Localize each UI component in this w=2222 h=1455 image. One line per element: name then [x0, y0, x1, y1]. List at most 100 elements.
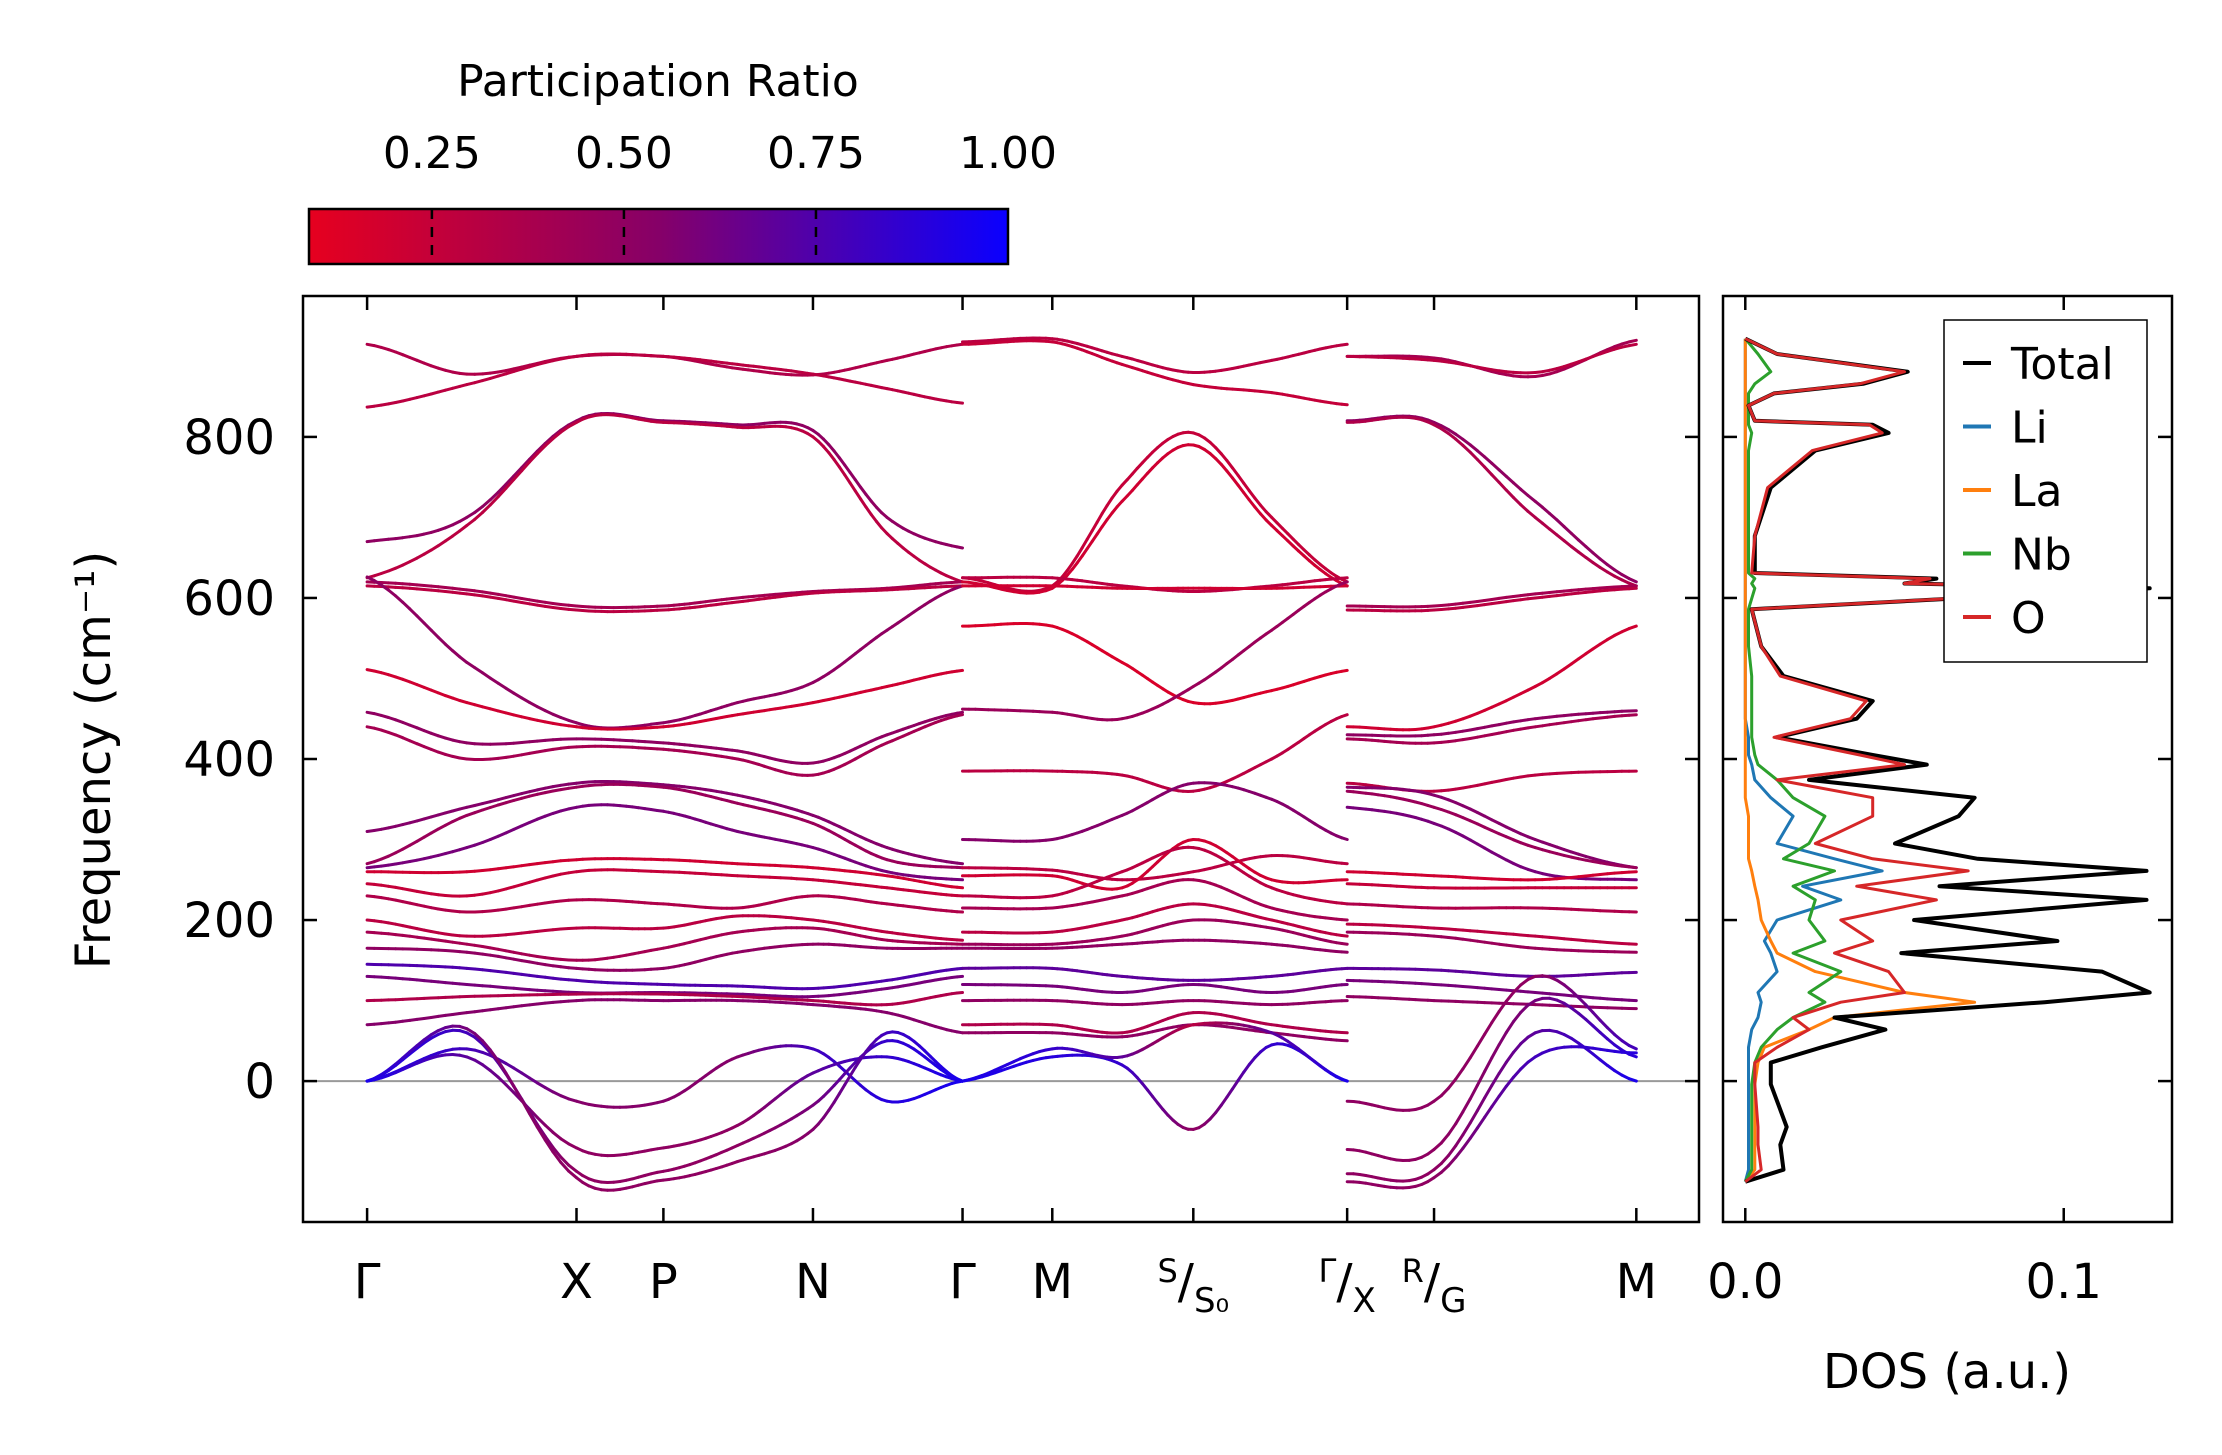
band-segment — [955, 974, 964, 979]
band-segment — [443, 642, 455, 653]
band-segment — [1562, 539, 1573, 548]
band-segment — [1519, 503, 1530, 513]
band — [365, 926, 964, 962]
band-segment — [1236, 473, 1246, 485]
band-segment — [535, 444, 547, 456]
band-segment — [1533, 515, 1544, 525]
band-segment — [551, 428, 563, 438]
band-segment — [504, 686, 516, 695]
band — [365, 413, 964, 584]
band-segment — [1219, 1095, 1229, 1107]
band — [365, 575, 964, 730]
band-segment — [1569, 545, 1580, 554]
band — [365, 942, 964, 972]
band-segment — [528, 1112, 539, 1129]
band — [961, 781, 1349, 843]
band — [1345, 624, 1638, 732]
band-segment — [481, 503, 492, 514]
band-segment — [481, 498, 492, 509]
band-segment — [520, 1071, 531, 1080]
band-segment — [551, 430, 563, 441]
band — [961, 878, 1349, 922]
band-segment — [1340, 942, 1349, 946]
band-segment — [481, 1039, 492, 1052]
band-segment — [1598, 557, 1609, 567]
band-segment — [520, 1098, 531, 1116]
band-segment — [1483, 455, 1494, 465]
band-segment — [415, 614, 426, 625]
band — [1345, 342, 1638, 375]
band-segment — [853, 478, 863, 489]
band-segment — [822, 1108, 831, 1120]
band-segment — [1591, 551, 1602, 561]
band-segment — [955, 545, 964, 550]
band-segment — [955, 668, 964, 673]
band-segment — [451, 649, 462, 659]
band — [365, 780, 964, 866]
band — [961, 1021, 1349, 1083]
colorbar-tick-label: 0.25 — [383, 128, 481, 179]
band-segment — [843, 473, 852, 485]
band-segment — [481, 1063, 492, 1072]
band-segment — [1555, 533, 1566, 543]
band-segment — [504, 1062, 516, 1070]
band — [961, 918, 1349, 947]
band — [961, 966, 1349, 982]
band-segment — [1085, 529, 1094, 541]
band-segment — [955, 885, 964, 890]
band-segment — [465, 660, 477, 670]
band-segment — [488, 1048, 500, 1063]
band — [365, 412, 964, 550]
band-segment — [1627, 713, 1638, 717]
band — [961, 430, 1349, 593]
colorbar-gradient — [307, 207, 1010, 266]
colorbar-tick-label: 1.00 — [959, 128, 1057, 179]
band — [365, 857, 964, 890]
band-segment — [488, 495, 500, 507]
band-segment — [1454, 437, 1465, 447]
band-segment — [488, 490, 500, 502]
band-segment — [1490, 461, 1501, 472]
band — [365, 803, 964, 882]
band-segment — [1242, 1063, 1251, 1074]
band-segment — [1461, 437, 1472, 447]
band-segment — [401, 1050, 412, 1060]
band-segment — [543, 434, 555, 445]
band — [1345, 785, 1638, 870]
band-segment — [408, 1046, 419, 1056]
band-segment — [1461, 443, 1472, 454]
band — [961, 336, 1349, 374]
band-segment — [1231, 1079, 1240, 1091]
band — [1345, 586, 1638, 613]
band — [961, 339, 1349, 407]
band — [961, 1042, 1349, 1131]
band-segment — [465, 517, 477, 527]
band-segment — [1627, 624, 1638, 631]
band-segment — [504, 1071, 516, 1088]
band-segment — [488, 1069, 500, 1079]
band — [961, 584, 1349, 590]
band — [365, 580, 964, 610]
band-segment — [1100, 504, 1109, 516]
band-segment — [458, 655, 469, 664]
band-segment — [1236, 483, 1246, 495]
colorbar-title: Participation Ratio — [457, 56, 859, 107]
band-segment — [512, 1084, 524, 1102]
band-segment — [394, 594, 405, 604]
band-segment — [1540, 521, 1552, 531]
band — [365, 991, 964, 1007]
band — [961, 938, 1349, 954]
band-segment — [520, 696, 531, 704]
band-segment — [520, 457, 531, 470]
band-segment — [1214, 1103, 1223, 1115]
band-segment — [429, 628, 440, 639]
band — [365, 1053, 964, 1158]
band-segment — [528, 1076, 539, 1085]
band-segment — [496, 681, 508, 690]
band — [1345, 415, 1638, 588]
band-segment — [1090, 520, 1099, 533]
band-segment — [496, 1059, 508, 1075]
colorbar-tick-label: 0.75 — [767, 128, 865, 179]
band-segment — [473, 1035, 484, 1046]
